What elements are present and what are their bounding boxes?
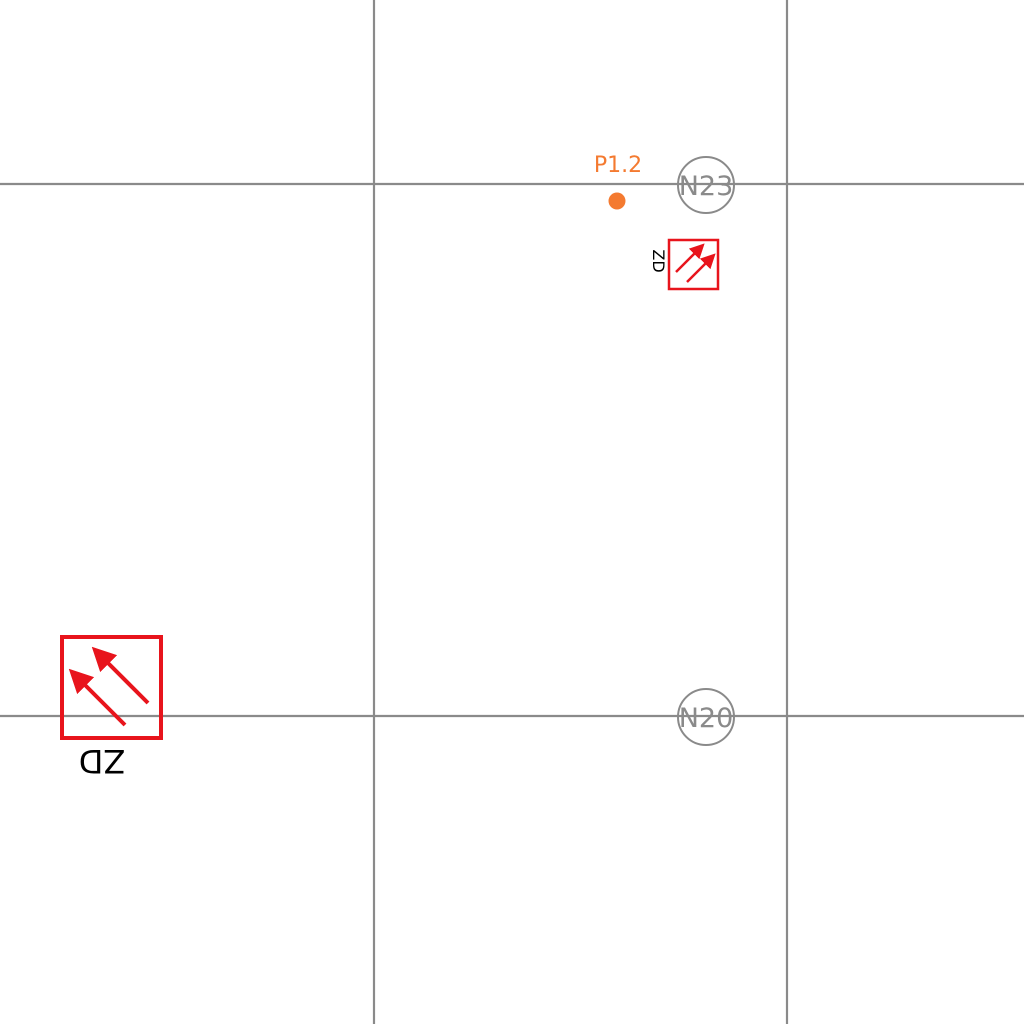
circle-marker-icon [608,192,626,210]
node-circle-icon [677,688,735,746]
point-p1-2[interactable]: P1.2 [594,153,642,210]
double-arrow-icon [675,243,705,273]
double-arrow-icon [686,253,716,283]
zd-symbol-large[interactable]: ZD [60,635,163,780]
node-label: N20 [679,703,734,734]
node-label: N23 [679,171,734,202]
symbol-label: ZD [79,742,126,780]
node-n23[interactable]: N23 [677,156,735,214]
symbol-box [60,635,163,740]
zd-symbol-small[interactable]: ZD [649,238,720,291]
double-arrow-icon [68,668,127,727]
symbol-box [667,238,720,291]
node-n20[interactable]: N20 [677,688,735,746]
symbol-label: ZD [649,249,668,272]
node-circle-icon [677,156,735,214]
double-arrow-icon [91,646,150,705]
point-label: P1.2 [594,153,642,178]
